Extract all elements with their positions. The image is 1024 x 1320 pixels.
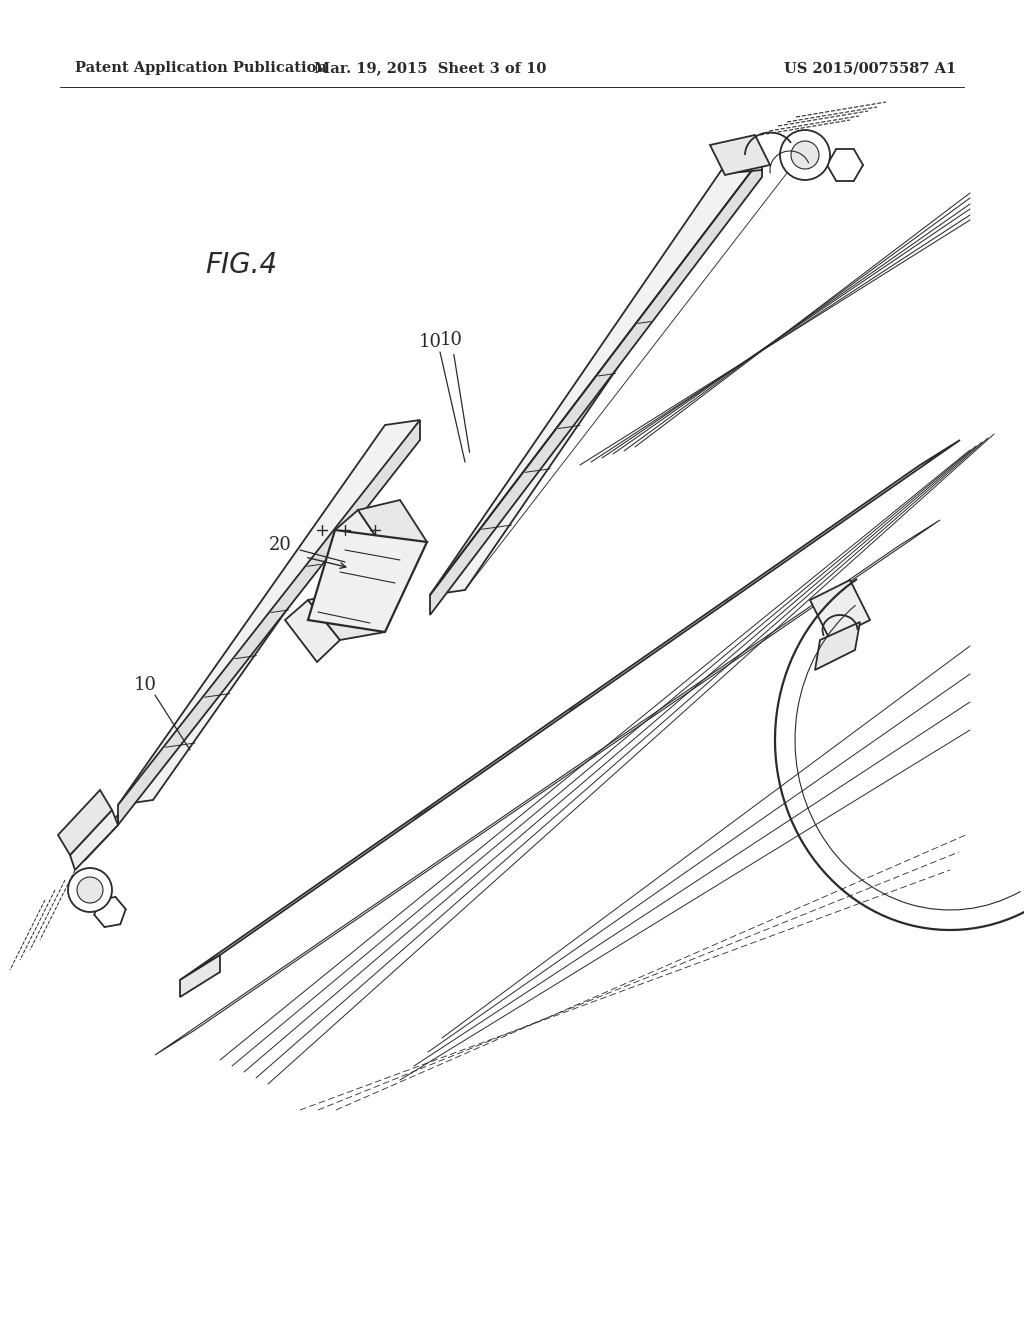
Text: US 2015/0075587 A1: US 2015/0075587 A1 (784, 61, 956, 75)
Text: 20: 20 (268, 536, 292, 554)
Polygon shape (335, 510, 385, 570)
Polygon shape (180, 440, 961, 979)
Polygon shape (155, 520, 940, 1055)
Text: FIG.4: FIG.4 (205, 251, 278, 279)
Polygon shape (730, 157, 762, 173)
Text: Mar. 19, 2015  Sheet 3 of 10: Mar. 19, 2015 Sheet 3 of 10 (313, 61, 546, 75)
Polygon shape (358, 500, 427, 550)
Polygon shape (58, 789, 112, 855)
Polygon shape (118, 420, 420, 825)
Text: 10: 10 (133, 676, 157, 694)
Text: 10: 10 (419, 333, 441, 351)
Polygon shape (430, 157, 762, 595)
Circle shape (77, 876, 103, 903)
Polygon shape (70, 810, 118, 870)
Circle shape (68, 869, 112, 912)
Text: Patent Application Publication: Patent Application Publication (75, 61, 327, 75)
Polygon shape (180, 954, 220, 997)
Circle shape (780, 129, 830, 180)
Polygon shape (85, 814, 118, 861)
Polygon shape (430, 157, 762, 615)
Polygon shape (710, 135, 770, 176)
Polygon shape (308, 531, 427, 632)
Polygon shape (285, 601, 340, 663)
Text: 10: 10 (440, 331, 470, 453)
Polygon shape (815, 622, 860, 671)
Polygon shape (308, 590, 385, 640)
Polygon shape (810, 579, 870, 640)
Polygon shape (118, 420, 420, 805)
Circle shape (791, 141, 819, 169)
